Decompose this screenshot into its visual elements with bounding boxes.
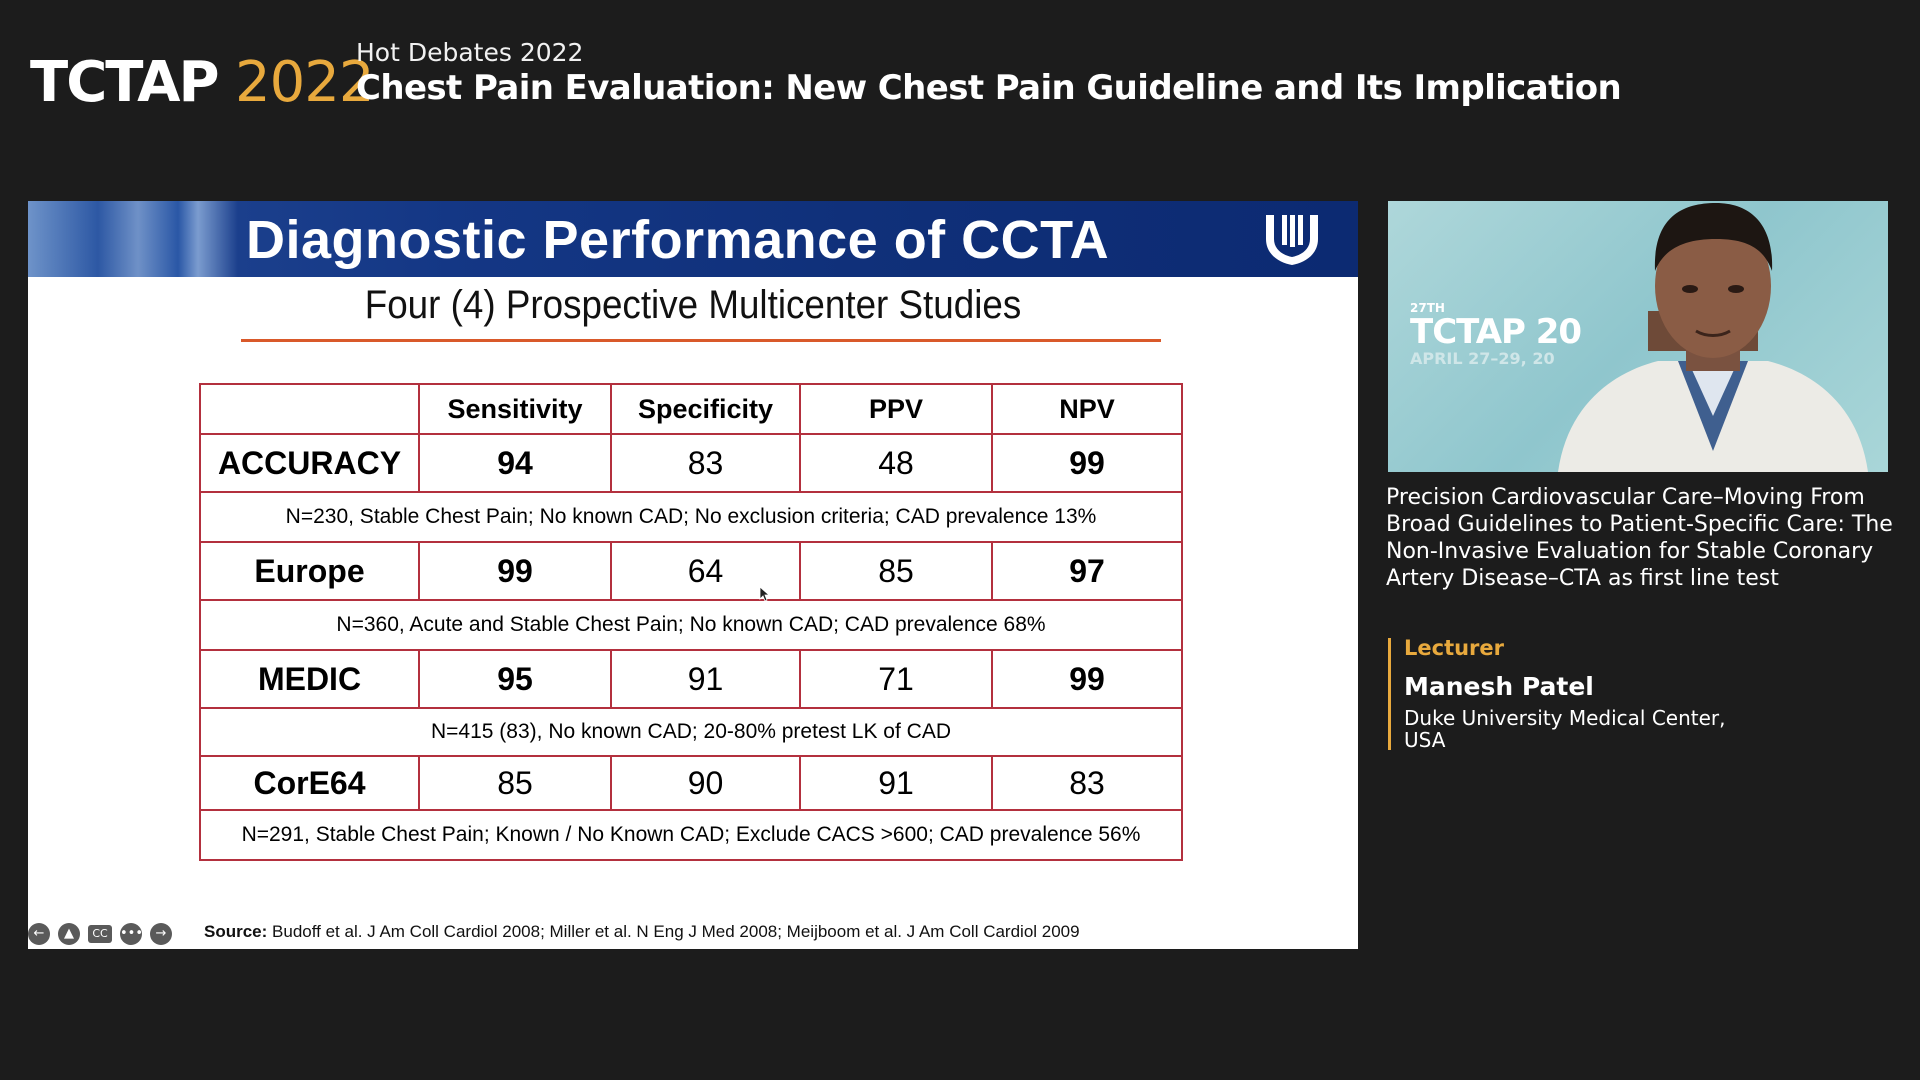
lecturer-affiliation: Duke University Medical Center, USA [1404, 706, 1726, 752]
video-event-badge: 27TH TCTAP 20 APRIL 27–29, 20 [1410, 301, 1582, 368]
table-cell: 83 [610, 433, 801, 493]
table-header-cell: Sensitivity [418, 383, 612, 435]
table-cell: 91 [799, 755, 993, 811]
speaker-figure [1558, 203, 1868, 472]
speaker-video: 27TH TCTAP 20 APRIL 27–29, 20 [1388, 201, 1888, 472]
slide-banner [28, 201, 1358, 277]
lecturer-label: Lecturer [1404, 636, 1505, 660]
badge-edition: 27TH [1410, 301, 1445, 315]
table-cell: 85 [418, 755, 612, 811]
table-row: N=415 (83), No known CAD; 20-80% pretest… [199, 707, 1183, 757]
table-cell: 48 [799, 433, 993, 493]
study-name: CorE64 [199, 755, 420, 811]
table-cell: 99 [991, 649, 1183, 709]
table-cell: 99 [418, 541, 612, 601]
study-note: N=415 (83), No known CAD; 20-80% pretest… [199, 707, 1183, 757]
event-logo: TCTAP 2022 [30, 50, 375, 116]
next-slide-icon[interactable]: → [150, 923, 172, 945]
table-cell: 99 [991, 433, 1183, 493]
table-cell: 94 [418, 433, 612, 493]
presentation-slide: Diagnostic Performance of CCTA Four (4) … [28, 201, 1358, 949]
slide-title: Diagnostic Performance of CCTA [246, 210, 1110, 270]
study-name: ACCURACY [199, 433, 420, 493]
slide-player-controls: ← ▲ CC ••• → [28, 923, 172, 945]
table-row: ACCURACY 94 83 48 99 [199, 433, 1183, 493]
table-header-cell: NPV [991, 383, 1183, 435]
talk-title: Precision Cardiovascular Care–Moving Fro… [1386, 485, 1893, 591]
mouse-cursor-icon [759, 586, 771, 602]
badge-event: TCTAP 20 [1410, 312, 1582, 352]
prev-slide-icon[interactable]: ← [28, 923, 50, 945]
table-row: MEDIC 95 91 71 99 [199, 649, 1183, 709]
table-row: N=230, Stable Chest Pain; No known CAD; … [199, 491, 1183, 543]
table-cell: 95 [418, 649, 612, 709]
table-cell: 71 [799, 649, 993, 709]
study-note: N=360, Acute and Stable Chest Pain; No k… [199, 599, 1183, 651]
table-header-cell: Specificity [610, 383, 801, 435]
lecturer-name: Manesh Patel [1404, 672, 1594, 701]
study-note: N=230, Stable Chest Pain; No known CAD; … [199, 491, 1183, 543]
upload-icon[interactable]: ▲ [58, 923, 80, 945]
brand-year: 2022 [235, 50, 375, 115]
lecturer-accent-bar [1388, 638, 1391, 750]
slide-subtitle: Four (4) Prospective Multicenter Studies [364, 283, 1022, 327]
table-row: CorE64 85 90 91 83 [199, 755, 1183, 811]
performance-table: Sensitivity Specificity PPV NPV ACCURACY… [199, 383, 1183, 861]
study-name: MEDIC [199, 649, 420, 709]
subtitle-rule [241, 339, 1161, 342]
duke-shield-logo [1266, 215, 1318, 265]
session-kicker: Hot Debates 2022 [356, 38, 584, 67]
table-cell: 97 [991, 541, 1183, 601]
table-header-cell [199, 383, 420, 435]
table-header-row: Sensitivity Specificity PPV NPV [199, 383, 1183, 435]
study-note: N=291, Stable Chest Pain; Known / No Kno… [199, 809, 1183, 861]
table-cell: 64 [610, 541, 801, 601]
table-header-cell: PPV [799, 383, 993, 435]
table-row: Europe 99 64 85 97 [199, 541, 1183, 601]
source-label: Source: [204, 922, 268, 941]
table-cell: 85 [799, 541, 993, 601]
table-cell: 90 [610, 755, 801, 811]
study-name: Europe [199, 541, 420, 601]
table-cell: 91 [610, 649, 801, 709]
badge-date: APRIL 27–29, 20 [1410, 349, 1555, 368]
table-cell: 83 [991, 755, 1183, 811]
brand-name: TCTAP [30, 50, 220, 115]
session-title: Chest Pain Evaluation: New Chest Pain Gu… [356, 68, 1622, 108]
more-icon[interactable]: ••• [120, 923, 143, 945]
cc-icon[interactable]: CC [88, 925, 112, 943]
table-row: N=291, Stable Chest Pain; Known / No Kno… [199, 809, 1183, 861]
source-citation: Source: Budoff et al. J Am Coll Cardiol … [204, 922, 1080, 942]
table-row: N=360, Acute and Stable Chest Pain; No k… [199, 599, 1183, 651]
source-text: Budoff et al. J Am Coll Cardiol 2008; Mi… [267, 922, 1080, 941]
